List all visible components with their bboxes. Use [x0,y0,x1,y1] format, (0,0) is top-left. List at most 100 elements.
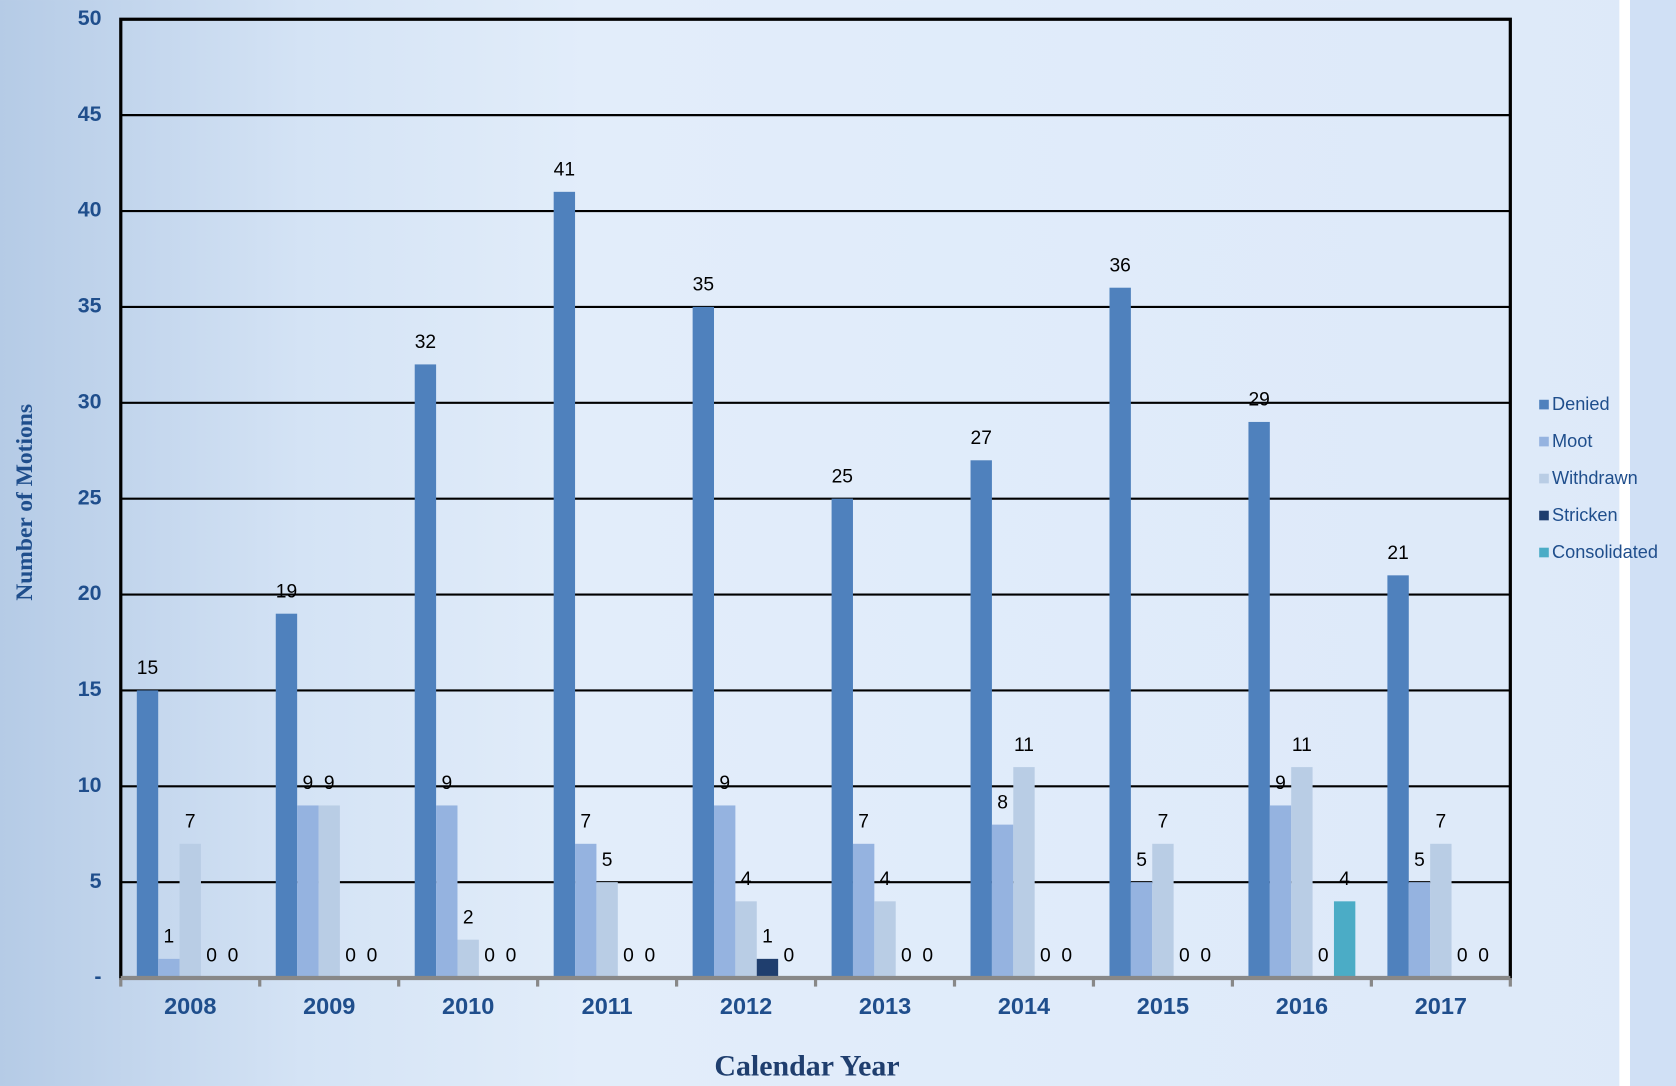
data-label: 4 [1339,869,1350,890]
data-label: 5 [602,850,613,871]
data-label: 4 [741,869,752,890]
legend-label: Denied [1552,394,1610,414]
bar [971,460,992,978]
data-label: 0 [922,946,933,967]
bar [874,901,895,978]
legend-swatch [1539,400,1549,410]
bar [992,825,1013,978]
y-tick-label: 10 [78,773,102,797]
data-label: 7 [1435,812,1446,833]
x-tick-label: 2012 [720,993,772,1019]
x-tick-label: 2015 [1137,993,1189,1019]
bar [714,805,735,978]
data-label: 0 [645,946,656,967]
y-tick-label: - [94,965,101,989]
bar [180,844,201,978]
bar [853,844,874,978]
legend-label: Consolidated [1552,542,1658,562]
data-label: 25 [832,466,853,487]
bar [436,805,457,978]
legend-label: Withdrawn [1552,468,1638,488]
page: Number of Motions Calendar Year -5101520… [0,0,1676,1086]
bar [693,307,714,978]
data-label: 11 [1014,735,1034,756]
data-label: 0 [206,946,217,967]
data-label: 8 [997,792,1008,813]
data-label: 35 [693,275,714,296]
y-tick-label: 20 [78,581,102,605]
bar [757,959,778,978]
bar [457,940,478,978]
x-tick-label: 2014 [998,993,1050,1019]
y-tick-label: 35 [78,294,102,318]
data-label: 2 [463,907,474,928]
x-tick-label: 2010 [442,993,494,1019]
data-label: 29 [1248,390,1269,411]
bar [1334,901,1355,978]
data-label: 5 [1414,850,1425,871]
bar [596,882,617,978]
data-label: 7 [858,812,869,833]
data-label: 0 [506,946,517,967]
data-label: 0 [345,946,356,967]
y-axis-title: Number of Motions [12,404,38,601]
data-label: 0 [623,946,634,967]
x-tick-label: 2013 [859,993,911,1019]
bar [1430,844,1451,978]
data-label: 32 [415,332,436,353]
y-tick-label: 15 [78,677,102,701]
data-label: 4 [880,869,891,890]
x-tick-label: 2016 [1276,993,1328,1019]
bar [1152,844,1173,978]
data-label: 7 [1158,812,1169,833]
bar [158,959,179,978]
y-tick-label: 5 [90,869,102,893]
legend-swatch [1539,511,1549,521]
bar [1387,575,1408,978]
data-label: 36 [1109,255,1130,276]
data-label: 0 [1200,946,1211,967]
bar [1109,288,1130,978]
bar [1013,767,1034,978]
x-tick-label: 2017 [1415,993,1467,1019]
bar [1131,882,1152,978]
legend-label: Moot [1552,431,1592,451]
y-tick-label: 45 [78,102,102,126]
data-label: 0 [484,946,495,967]
data-label: 0 [1318,946,1329,967]
data-label: 0 [228,946,239,967]
data-label: 1 [762,927,773,948]
y-tick-label: 50 [78,6,102,30]
data-label: 7 [580,812,591,833]
data-label: 5 [1136,850,1147,871]
bar [297,805,318,978]
data-label: 0 [1040,946,1051,967]
legend-swatch [1539,548,1549,558]
bar [415,364,436,978]
bar [1248,422,1269,978]
data-label: 0 [1061,946,1072,967]
data-label: 9 [302,773,313,794]
data-label: 21 [1387,543,1408,564]
bar [276,614,297,978]
data-label: 41 [554,160,575,181]
data-label: 7 [185,812,196,833]
bar [1409,882,1430,978]
y-tick-label: 30 [78,389,102,413]
legend-swatch [1539,474,1549,484]
data-label: 0 [783,946,794,967]
y-tick-label: 40 [78,198,102,222]
data-label: 0 [1179,946,1190,967]
legend-swatch [1539,437,1549,447]
legend-label: Stricken [1552,505,1618,525]
data-label: 9 [441,773,452,794]
bar [1270,805,1291,978]
bar [832,499,853,978]
bar [554,192,575,978]
data-label: 1 [164,927,175,948]
data-label: 11 [1292,735,1312,756]
bar [137,690,158,978]
data-label: 27 [971,428,992,449]
bar [575,844,596,978]
chart: Number of Motions Calendar Year -5101520… [0,0,1676,1086]
